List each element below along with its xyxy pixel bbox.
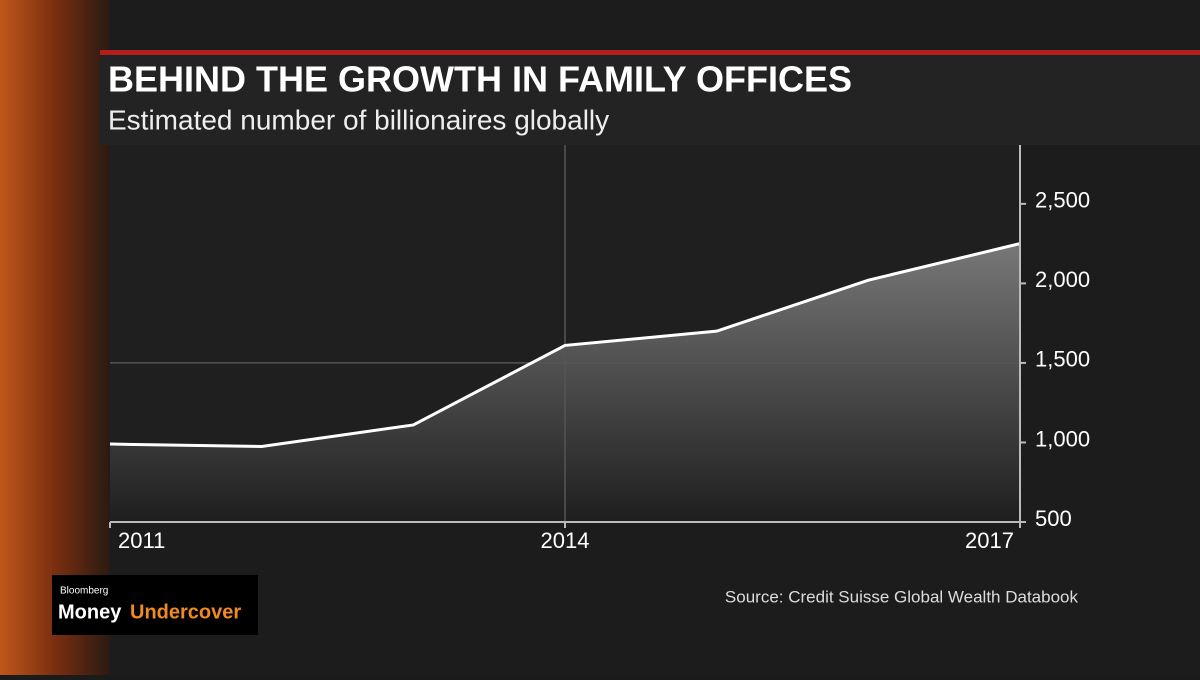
y-tick-label: 1,500 [1035,347,1090,372]
y-tick-label: 500 [1035,506,1072,531]
title-rule [100,50,1200,55]
logo-show: Undercover [130,601,241,623]
y-tick-label: 2,500 [1035,188,1090,213]
x-tick-label: 2014 [541,528,590,553]
chart-title: BEHIND THE GROWTH IN FAMILY OFFICES [108,59,852,100]
logo-show: Money [58,601,122,623]
line [109,242,1021,448]
y-tick-label: 1,000 [1035,426,1090,451]
x-tick-label: 2017 [965,528,1014,553]
source: Source: Credit Suisse Global Wealth Data… [725,587,1079,606]
chart-subtitle: Estimated number of billionaires globall… [108,104,609,135]
side-strip [0,0,110,675]
logo-brand: Bloomberg [60,586,108,597]
title-panel [100,50,1200,145]
y-tick-label: 2,000 [1035,267,1090,292]
logo-box [52,575,258,635]
x-tick-label: 2011 [118,528,165,553]
